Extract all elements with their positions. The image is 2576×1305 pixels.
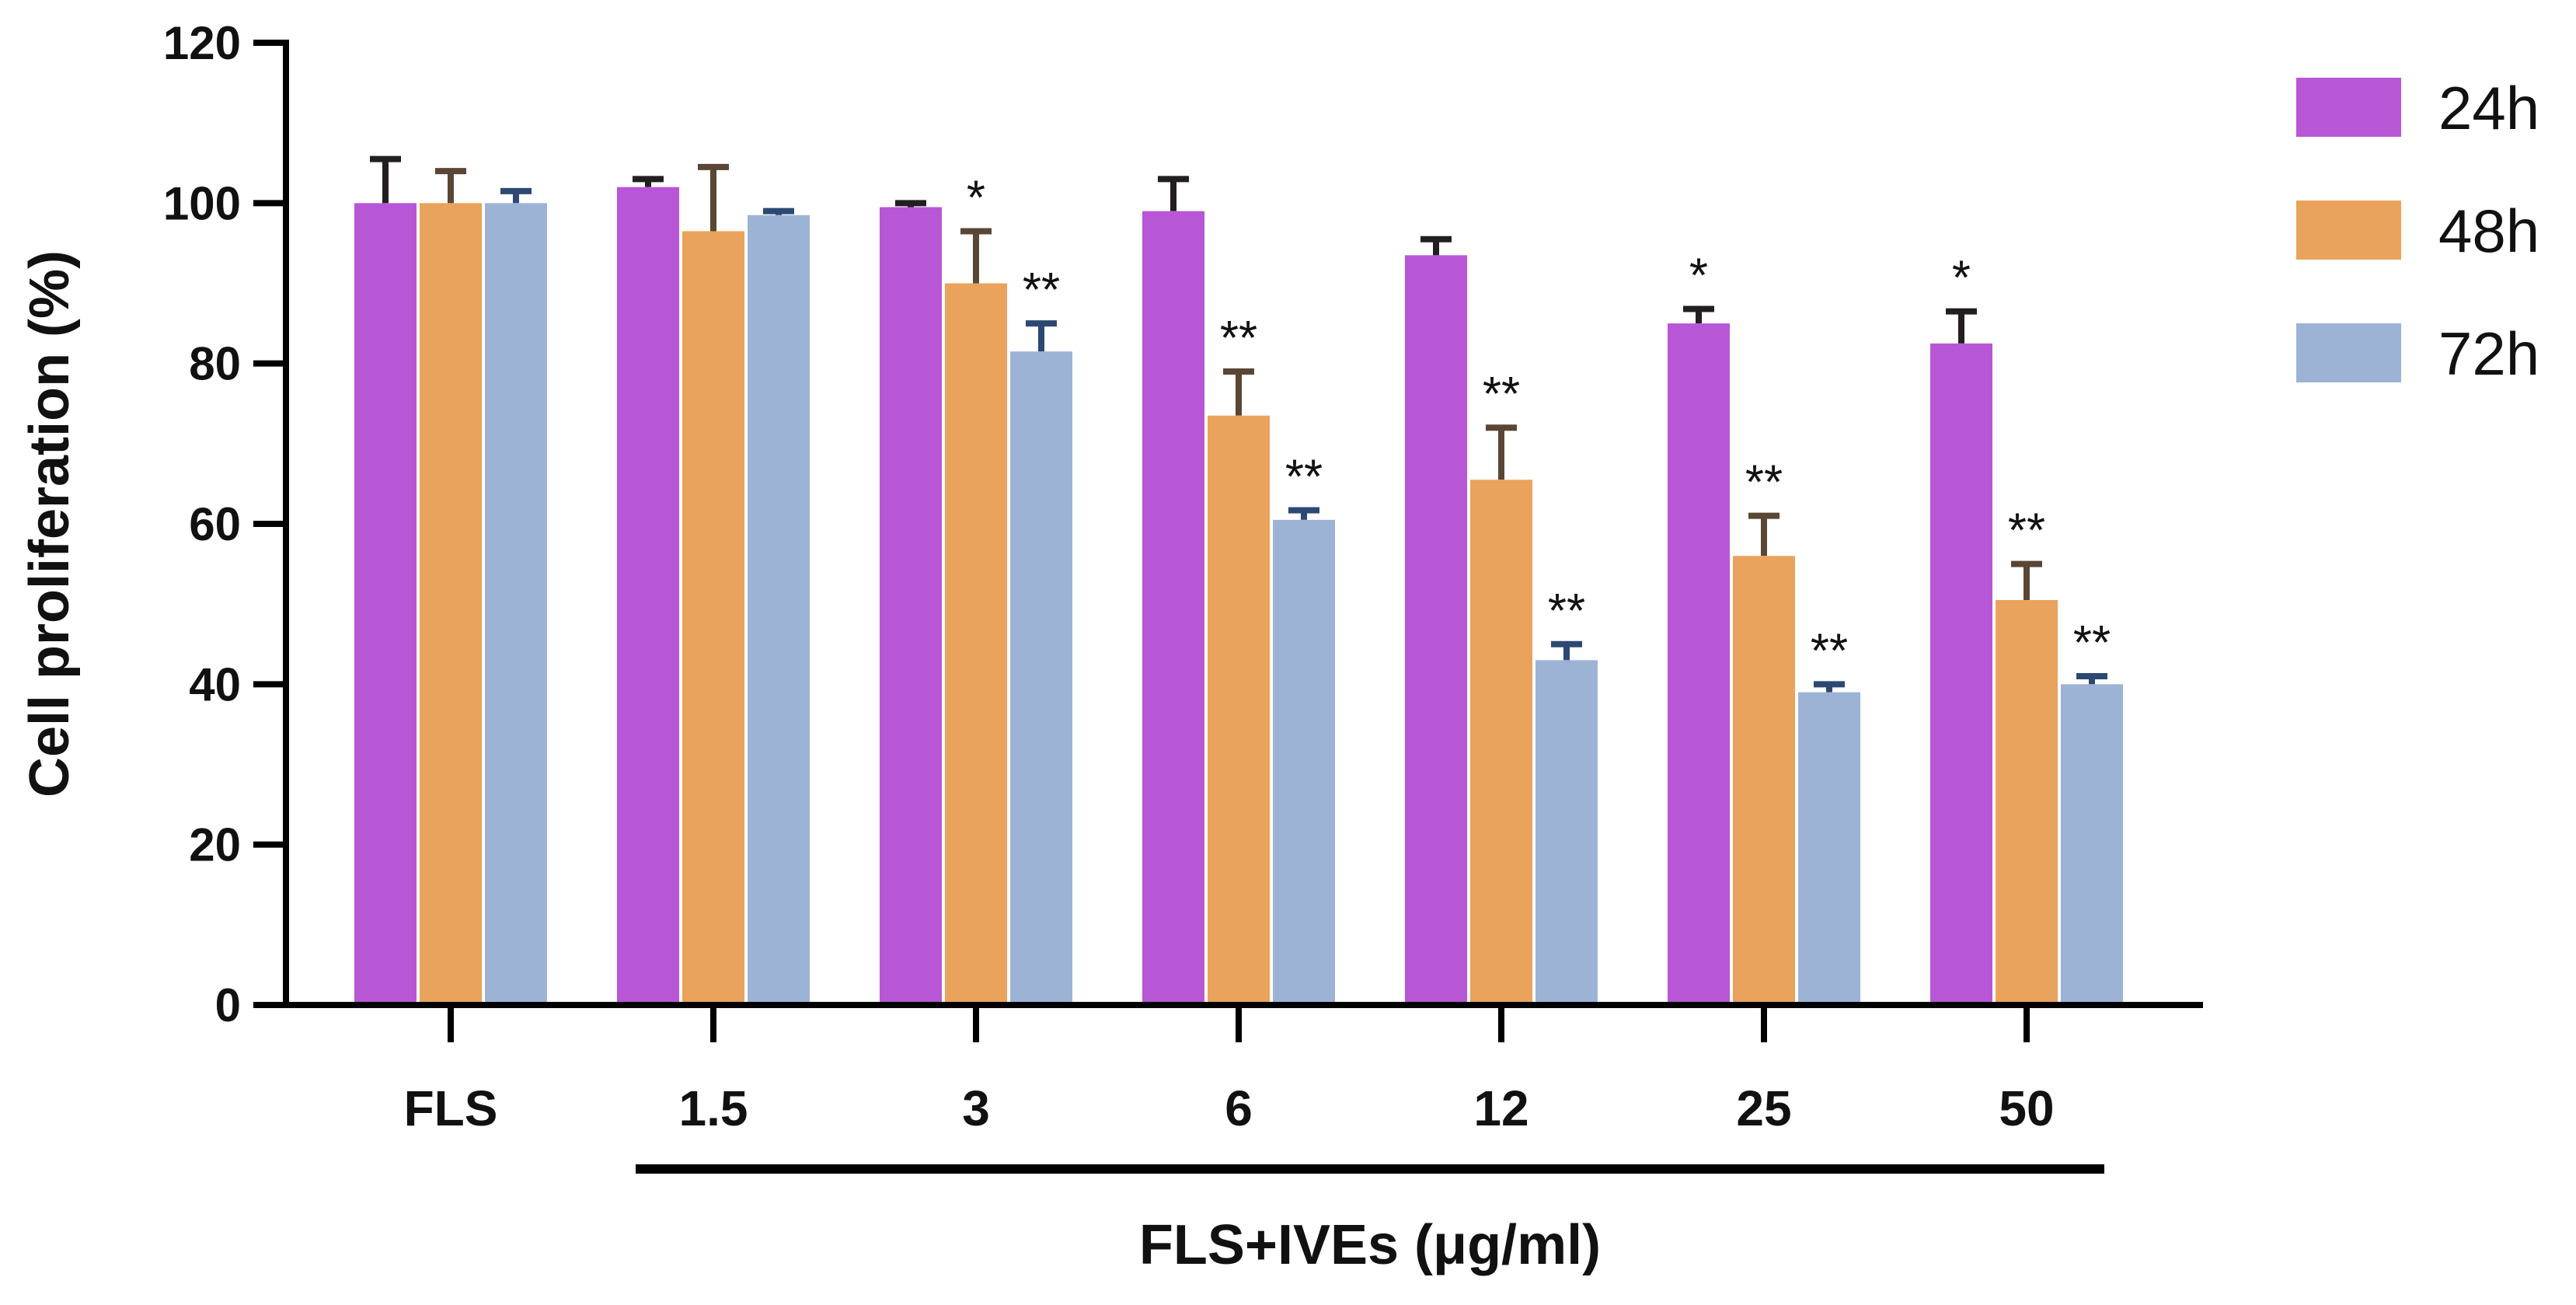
bar-48h-1.5 <box>682 231 744 1006</box>
significance-72h-25: ** <box>1811 624 1848 678</box>
bar-48h-FLS <box>420 203 482 1005</box>
bar-72h-12 <box>1535 660 1598 1005</box>
legend-swatch-48h <box>2296 201 2401 260</box>
legend-label-72h: 72h <box>2438 319 2539 388</box>
bar-24h-12 <box>1405 255 1467 1005</box>
significance-24h-25: * <box>1689 249 1708 303</box>
bar-24h-1.5 <box>617 187 679 1006</box>
x-tick-label: 25 <box>1736 1080 1791 1136</box>
y-tick-label: 100 <box>163 177 241 229</box>
legend-swatch-24h <box>2296 78 2401 137</box>
x-tick-label: FLS <box>404 1080 498 1136</box>
bar-72h-3 <box>1010 351 1072 1006</box>
significance-72h-12: ** <box>1548 584 1585 638</box>
bar-48h-3 <box>945 283 1007 1005</box>
bar-24h-25 <box>1668 323 1730 1005</box>
bar-48h-25 <box>1733 556 1795 1005</box>
legend-swatch-72h <box>2296 323 2401 382</box>
significance-24h-50: * <box>1952 252 1971 305</box>
legend-label-48h: 48h <box>2438 197 2539 265</box>
significance-48h-25: ** <box>1745 456 1783 510</box>
bar-24h-6 <box>1142 211 1204 1005</box>
legend-label-24h: 24h <box>2438 74 2539 142</box>
significance-48h-12: ** <box>1483 368 1520 421</box>
bar-72h-1.5 <box>748 215 810 1005</box>
bar-24h-50 <box>1930 343 1992 1005</box>
y-tick-label: 20 <box>189 819 241 871</box>
significance-72h-50: ** <box>2073 616 2111 670</box>
bar-72h-50 <box>2061 684 2123 1005</box>
y-tick-label: 120 <box>163 17 241 69</box>
x-tick-label: 3 <box>962 1080 990 1136</box>
y-tick-label: 80 <box>189 338 241 390</box>
x-tick-label: 6 <box>1225 1080 1253 1136</box>
bar-72h-FLS <box>485 203 547 1005</box>
y-axis-title: Cell proliferation (%) <box>19 250 81 797</box>
x-tick-label: 12 <box>1473 1080 1529 1136</box>
x-axis-title: FLS+IVEs (μg/ml) <box>1139 1214 1601 1276</box>
bar-48h-6 <box>1208 415 1270 1005</box>
significance-48h-3: * <box>967 171 985 225</box>
bar-24h-3 <box>880 207 942 1005</box>
x-tick-label: 50 <box>1999 1080 2054 1136</box>
bar-72h-6 <box>1273 519 1335 1005</box>
significance-48h-50: ** <box>2008 504 2045 558</box>
x-tick-label: 1.5 <box>679 1080 748 1136</box>
bar-72h-25 <box>1798 692 1860 1005</box>
significance-48h-6: ** <box>1220 312 1257 365</box>
significance-72h-6: ** <box>1285 450 1323 504</box>
bar-48h-50 <box>1996 600 2058 1005</box>
y-tick-label: 40 <box>189 658 241 710</box>
significance-72h-3: ** <box>1023 263 1060 317</box>
bar-24h-FLS <box>354 203 417 1005</box>
y-tick-label: 60 <box>189 498 241 550</box>
bar-48h-12 <box>1470 480 1532 1005</box>
y-tick-label: 0 <box>215 979 241 1031</box>
